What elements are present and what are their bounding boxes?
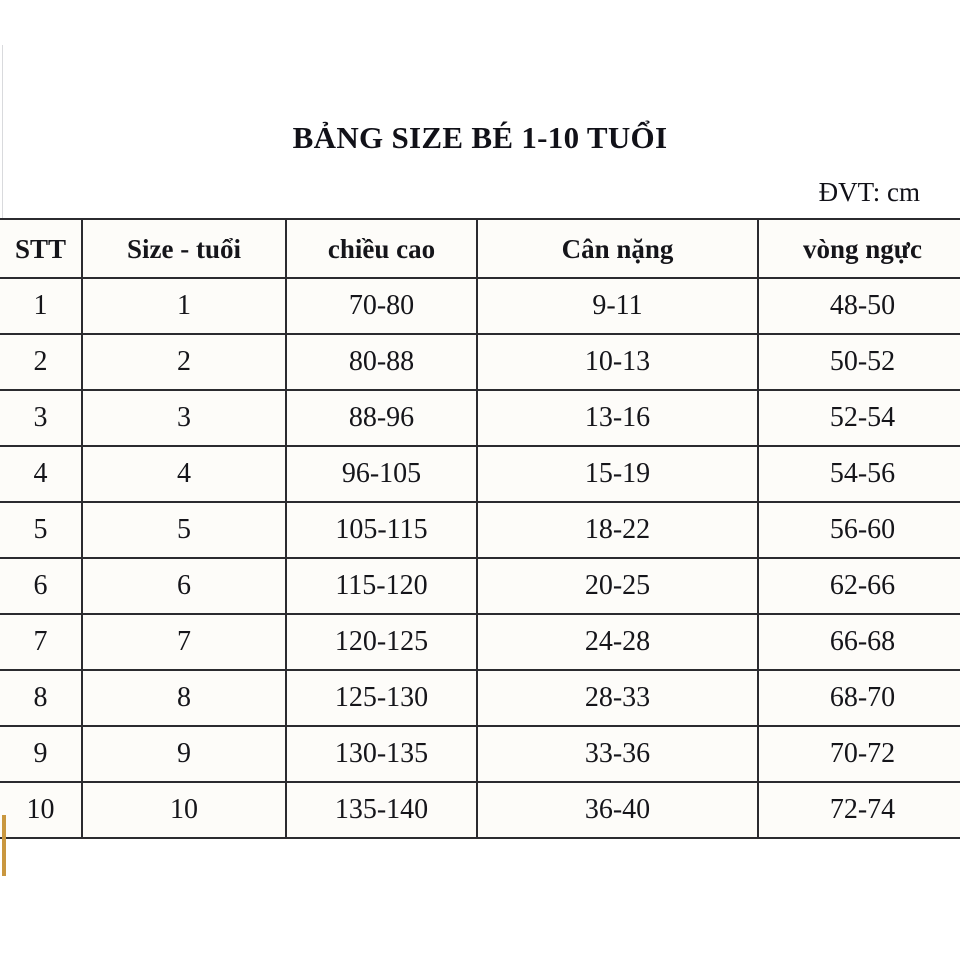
cell-size: 4	[81, 445, 287, 503]
cell-weight: 20-25	[476, 557, 759, 615]
cell-stt: 6	[0, 557, 83, 615]
cell-height: 130-135	[285, 725, 478, 783]
cell-height: 88-96	[285, 389, 478, 447]
table-row: 2 2 80-88 10-13 50-52	[0, 333, 960, 391]
table-header-row: STT Size - tuổi chiều cao Cân nặng vòng …	[0, 218, 960, 279]
cell-size: 10	[81, 781, 287, 839]
cell-weight: 10-13	[476, 333, 759, 391]
cell-height: 96-105	[285, 445, 478, 503]
column-header-chest: vòng ngực	[757, 218, 960, 279]
cell-chest: 66-68	[757, 613, 960, 671]
cell-stt: 8	[0, 669, 83, 727]
size-table-container: STT Size - tuổi chiều cao Cân nặng vòng …	[0, 218, 960, 839]
cell-height: 70-80	[285, 277, 478, 335]
cell-size: 5	[81, 501, 287, 559]
cell-weight: 28-33	[476, 669, 759, 727]
cell-height: 80-88	[285, 333, 478, 391]
cell-size: 1	[81, 277, 287, 335]
table-row: 3 3 88-96 13-16 52-54	[0, 389, 960, 447]
cell-stt: 7	[0, 613, 83, 671]
table-row: 8 8 125-130 28-33 68-70	[0, 669, 960, 727]
cell-height: 115-120	[285, 557, 478, 615]
cell-weight: 36-40	[476, 781, 759, 839]
unit-note: ĐVT: cm	[818, 177, 920, 207]
cell-weight: 13-16	[476, 389, 759, 447]
table-row: 10 10 135-140 36-40 72-74	[0, 781, 960, 839]
cell-chest: 50-52	[757, 333, 960, 391]
cell-weight: 9-11	[476, 277, 759, 335]
table-row: 6 6 115-120 20-25 62-66	[0, 557, 960, 615]
column-header-height: chiều cao	[285, 218, 478, 279]
cell-size: 6	[81, 557, 287, 615]
cell-chest: 70-72	[757, 725, 960, 783]
cell-chest: 72-74	[757, 781, 960, 839]
cell-chest: 68-70	[757, 669, 960, 727]
cell-weight: 15-19	[476, 445, 759, 503]
accent-stripe	[2, 815, 6, 876]
table-row: 7 7 120-125 24-28 66-68	[0, 613, 960, 671]
cell-chest: 52-54	[757, 389, 960, 447]
cell-weight: 24-28	[476, 613, 759, 671]
column-header-weight: Cân nặng	[476, 218, 759, 279]
cell-chest: 48-50	[757, 277, 960, 335]
cell-weight: 33-36	[476, 725, 759, 783]
cell-stt: 4	[0, 445, 83, 503]
cell-height: 105-115	[285, 501, 478, 559]
cell-size: 8	[81, 669, 287, 727]
cell-height: 125-130	[285, 669, 478, 727]
cell-chest: 54-56	[757, 445, 960, 503]
cell-size: 3	[81, 389, 287, 447]
table-row: 9 9 130-135 33-36 70-72	[0, 725, 960, 783]
column-header-stt: STT	[0, 218, 83, 279]
cell-stt: 5	[0, 501, 83, 559]
column-header-size: Size - tuổi	[81, 218, 287, 279]
cell-height: 135-140	[285, 781, 478, 839]
cell-size: 2	[81, 333, 287, 391]
cell-stt: 3	[0, 389, 83, 447]
cell-size: 9	[81, 725, 287, 783]
cell-stt: 9	[0, 725, 83, 783]
cell-weight: 18-22	[476, 501, 759, 559]
cell-stt: 2	[0, 333, 83, 391]
table-row: 1 1 70-80 9-11 48-50	[0, 277, 960, 335]
cell-stt: 10	[0, 781, 83, 839]
page-title: BẢNG SIZE BÉ 1-10 TUỔI	[292, 120, 668, 155]
size-chart-table: STT Size - tuổi chiều cao Cân nặng vòng …	[0, 218, 960, 839]
table-row: 4 4 96-105 15-19 54-56	[0, 445, 960, 503]
cell-height: 120-125	[285, 613, 478, 671]
cell-size: 7	[81, 613, 287, 671]
table-row: 5 5 105-115 18-22 56-60	[0, 501, 960, 559]
cell-chest: 62-66	[757, 557, 960, 615]
cell-chest: 56-60	[757, 501, 960, 559]
cell-stt: 1	[0, 277, 83, 335]
